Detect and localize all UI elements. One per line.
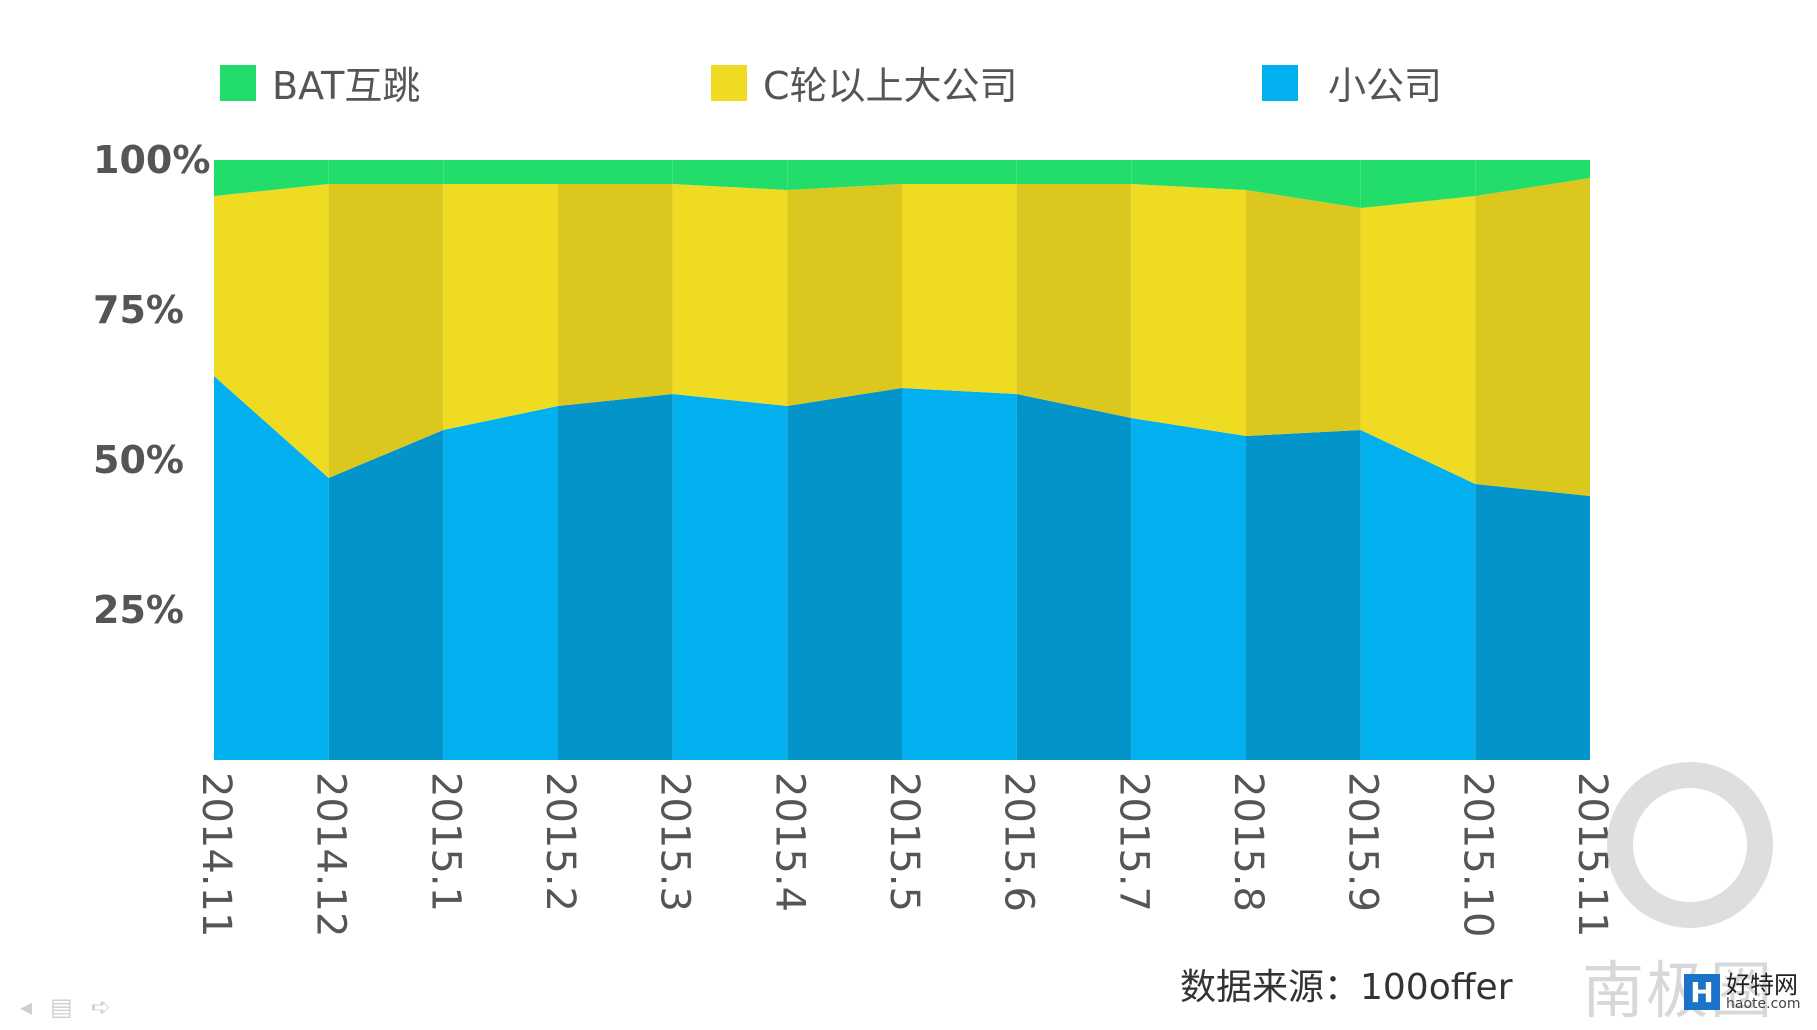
- badge-logo-icon: H: [1684, 974, 1720, 1010]
- area-segment-0-4: [672, 394, 788, 760]
- watermark-logo-icon: [1607, 762, 1773, 928]
- y-tick-label: 25%: [93, 588, 184, 632]
- x-tick-label: 2015.7: [1110, 772, 1156, 912]
- y-tick-label: 100%: [93, 138, 210, 182]
- area-segment-1-2: [443, 184, 558, 430]
- x-tick-label: 2014.11: [193, 772, 239, 937]
- area-segment-1-6: [902, 184, 1017, 394]
- legend-label-bat: BAT互跳: [272, 64, 421, 108]
- y-tick-label: 50%: [93, 438, 184, 482]
- area-segment-1-9: [1246, 190, 1361, 436]
- x-tick-label: 2015.6: [996, 772, 1042, 912]
- menu-icon[interactable]: ▤: [50, 993, 73, 1021]
- x-tick-label: 2015.9: [1340, 772, 1386, 912]
- legend-item-bat: BAT互跳: [220, 55, 420, 110]
- area-segment-0-9: [1246, 430, 1361, 760]
- x-axis-ticks: 2014.11 2014.12 2015.1 2015.2 2015.3 2015.4 20…: [193, 772, 1615, 937]
- x-tick-label: 2015.4: [766, 772, 812, 912]
- area-segment-2-4: [672, 160, 788, 190]
- legend-swatch-c-round: [711, 64, 747, 101]
- slide-toolbar: ◂ ▤ ➪: [20, 993, 111, 1021]
- area-segment-2-3: [558, 160, 673, 184]
- area-segment-0-0: [214, 376, 329, 760]
- area-segment-2-7: [1016, 160, 1132, 184]
- legend-label-small-company: 小公司: [1328, 64, 1443, 108]
- site-badge: H 好特网 haote.com: [1684, 973, 1800, 1011]
- area-segment-2-1: [328, 160, 444, 184]
- area-segment-0-6: [902, 388, 1017, 760]
- legend-swatch-bat: [220, 64, 256, 101]
- area-segment-0-7: [1016, 394, 1132, 760]
- area-segment-0-10: [1360, 430, 1476, 760]
- area-segment-1-10: [1360, 196, 1476, 484]
- area-segment-1-7: [1016, 184, 1132, 418]
- area-segment-2-5: [787, 160, 902, 190]
- x-tick-label: 2014.12: [308, 772, 354, 937]
- x-tick-label: 2015.5: [881, 772, 927, 912]
- area-segment-0-5: [787, 388, 902, 760]
- next-icon[interactable]: ➪: [90, 993, 111, 1021]
- legend-label-c-round: C轮以上大公司: [763, 64, 1018, 108]
- area-segment-2-2: [443, 160, 558, 184]
- x-tick-label: 2015.11: [1569, 772, 1615, 937]
- watermark-text: 南极圈: [1582, 954, 1775, 1027]
- area-segment-1-8: [1131, 184, 1246, 436]
- y-tick-label: 75%: [93, 288, 184, 332]
- y-axis-ticks: 25% 50% 75% 100%: [93, 138, 210, 632]
- area-segment-0-3: [558, 394, 673, 760]
- x-tick-label: 2015.1: [422, 772, 468, 912]
- x-tick-label: 2015.8: [1225, 772, 1271, 912]
- badge-url: haote.com: [1726, 996, 1801, 1012]
- area-segment-0-8: [1131, 418, 1246, 760]
- area-segment-0-2: [443, 406, 558, 760]
- area-segment-2-10: [1360, 160, 1476, 208]
- area-segment-0-11: [1475, 484, 1590, 760]
- area-segment-1-4: [672, 184, 788, 406]
- area-segment-2-9: [1246, 160, 1361, 208]
- badge-name: 好特网: [1726, 971, 1798, 999]
- area-segment-1-1: [328, 184, 444, 478]
- prev-icon[interactable]: ◂: [20, 993, 33, 1021]
- x-tick-label: 2015.3: [652, 772, 698, 912]
- legend-swatch-small-company: [1262, 64, 1298, 101]
- x-tick-label: 2015.2: [537, 772, 583, 912]
- area-segment-2-11: [1475, 160, 1590, 196]
- x-tick-label: 2015.10: [1454, 772, 1500, 937]
- area-segment-1-0: [214, 184, 329, 478]
- area-segment-0-1: [328, 430, 444, 760]
- area-segment-2-6: [902, 160, 1017, 184]
- chart-areas: [214, 160, 1590, 760]
- area-segment-1-3: [558, 184, 673, 406]
- area-segment-2-8: [1131, 160, 1246, 190]
- area-segment-1-11: [1475, 178, 1590, 496]
- area-segment-2-0: [214, 160, 329, 196]
- legend-item-c-round: C轮以上大公司: [711, 55, 1018, 110]
- area-segment-1-5: [787, 184, 902, 406]
- data-source-note: 数据来源：100offer: [1180, 967, 1513, 1008]
- legend-item-small-company: 小公司: [1262, 55, 1442, 110]
